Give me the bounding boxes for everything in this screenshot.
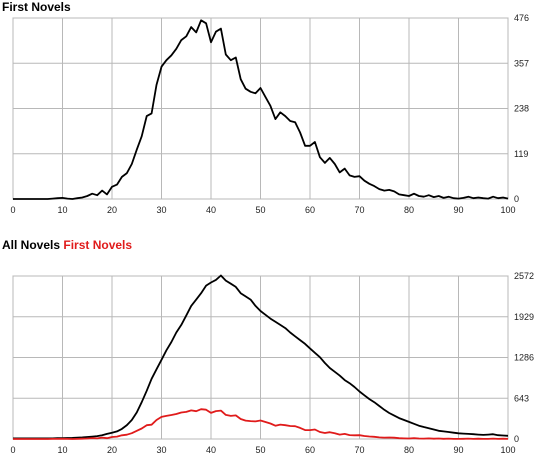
chart-2-x-tick-label: 30 [156,445,166,455]
chart-2-x-tick-label: 20 [107,445,117,455]
chart-2-x-tick-label: 0 [10,445,15,455]
chart-1-x-tick-label: 0 [10,205,15,215]
chart-1-x-tick-label: 50 [255,205,265,215]
legend-all-novels: All Novels [2,238,61,252]
chart-1-x-tick-label: 10 [57,205,67,215]
chart-2-line-first-novels [13,408,509,440]
chart-1-y-tick-label: 357 [514,58,529,68]
chart-1-x-tick-label: 60 [305,205,315,215]
chart-2-y-tick-label: 2572 [514,271,534,281]
chart-1-y-tick-label: 119 [514,149,528,159]
chart-1-x-tick-label: 20 [107,205,117,215]
chart-1-x-tick-label: 100 [500,205,515,215]
chart-1-y-tick-label: 0 [514,194,519,204]
chart-1-x-tick-label: 80 [404,205,414,215]
chart-1-y-tick-label: 476 [514,13,529,23]
chart-2-x-tick-label: 50 [255,445,265,455]
chart-1-x-tick-label: 70 [354,205,364,215]
chart-2-x-tick-label: 80 [404,445,414,455]
chart-2-y-tick-label: 1286 [514,353,534,363]
chart-1-x-tick-label: 30 [156,205,166,215]
legend-first-novels: First Novels [63,238,133,252]
chart-2-x-tick-label: 40 [206,445,216,455]
chart-1-title: First Novels [2,0,71,14]
chart-2-x-tick-label: 60 [305,445,315,455]
chart-1-x-tick-label: 40 [206,205,216,215]
chart-2-y-tick-label: 1929 [514,312,534,322]
chart-2-y-tick-label: 0 [514,434,519,444]
chart-1-line-series [13,19,509,200]
chart-2-x-tick-label: 90 [453,445,463,455]
chart-2-x-tick-label: 10 [57,445,67,455]
chart-1-title-text: First Novels [2,0,71,14]
chart-2-line-all-novels [13,274,509,440]
chart-2-x-tick-label: 70 [354,445,364,455]
chart-1-x-tick-label: 90 [453,205,463,215]
chart-1-y-tick-label: 238 [514,104,529,114]
chart-2-x-tick-label: 100 [500,445,515,455]
chart-2-title: All Novels First Novels [2,238,132,252]
chart-2-y-tick-label: 643 [514,393,529,403]
